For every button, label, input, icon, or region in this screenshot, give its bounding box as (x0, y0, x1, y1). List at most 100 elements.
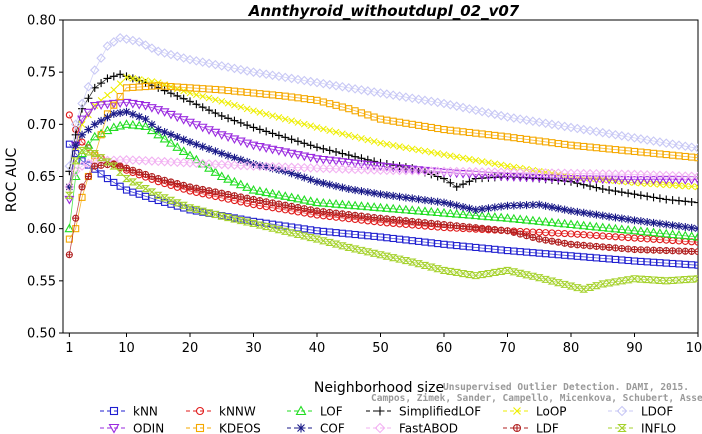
data-point-loop (313, 124, 321, 131)
legend-marker (375, 406, 385, 416)
data-point-cof (440, 198, 448, 207)
data-point-fastabod (255, 161, 265, 172)
data-point-ldf (535, 235, 543, 243)
data-point-cof (262, 162, 271, 171)
data-point-ldf (592, 242, 600, 250)
data-point-fastabod (242, 160, 252, 171)
data-point-inflo (153, 191, 163, 199)
data-point-ldf (281, 201, 289, 209)
legend-item-inflo: INFLO (608, 422, 676, 434)
data-point-ldof (483, 108, 494, 118)
credit-line-2: Campos, Zimek, Sander, Campello, Micenko… (371, 393, 702, 404)
data-point-cof (655, 219, 664, 228)
data-point-simplifiedlof (211, 109, 220, 118)
data-point-kdeos (110, 101, 118, 109)
data-point-ldof (204, 58, 214, 69)
data-point-loop (364, 136, 372, 144)
data-point-cof (319, 179, 328, 188)
data-point-ldof (318, 78, 329, 89)
data-point-cof (376, 190, 385, 199)
data-point-odin (362, 161, 373, 170)
data-point-ldf (637, 246, 645, 254)
data-point-cof (141, 115, 150, 124)
data-point-inflo (198, 207, 208, 215)
data-point-inflo (680, 276, 690, 284)
data-point-inflo (484, 269, 493, 278)
data-point-loop (453, 153, 461, 161)
data-point-fastabod (566, 168, 576, 179)
data-point-inflo (84, 148, 93, 156)
data-point-fastabod (451, 166, 462, 177)
data-point-lof (458, 209, 468, 219)
data-point-lof (318, 197, 329, 207)
data-point-ldf (561, 239, 569, 247)
series-lof (64, 119, 698, 241)
data-point-odin (134, 100, 145, 110)
data-point-ldof (528, 116, 538, 126)
credit-line-1: Unsupervised Outlier Detection. DAMI, 20… (443, 382, 689, 393)
data-point-odin (585, 175, 595, 185)
legend-marker (374, 422, 386, 434)
data-point-inflo (249, 219, 258, 227)
data-point-fastabod (153, 156, 164, 167)
data-point-lof (210, 167, 221, 176)
data-point-lof (470, 210, 481, 220)
data-point-lof (680, 230, 691, 240)
chart-title: Annthyroid_withoutdupl_02_v07 (248, 2, 520, 20)
legend-item-knn: kNN (100, 405, 158, 419)
data-point-ldf (154, 175, 162, 183)
data-point-inflo (579, 285, 589, 293)
data-point-fastabod (191, 158, 202, 169)
data-point-cof (198, 142, 207, 151)
data-point-ldf (364, 213, 372, 221)
series-fastabod (64, 155, 698, 192)
data-point-odin (635, 176, 646, 185)
data-point-ldf (662, 247, 670, 255)
data-point-cof (643, 217, 652, 226)
legend-marker (109, 406, 119, 416)
data-point-ldf (688, 247, 696, 255)
data-point-loop (415, 146, 422, 154)
data-point-ldf (675, 247, 683, 255)
data-point-simplifiedlof (230, 116, 239, 125)
data-point-ldof (248, 67, 259, 77)
data-point-cof (154, 125, 163, 134)
data-point-knnw (694, 238, 698, 246)
data-point-cof (382, 191, 391, 200)
legend-item-fastabod: FastABOD (366, 422, 458, 434)
data-point-lof (388, 203, 399, 213)
data-point-ldof (153, 46, 164, 57)
data-point-inflo (541, 275, 550, 283)
data-point-ldf (516, 230, 524, 238)
data-point-lof (280, 191, 291, 200)
data-point-ldof (597, 127, 608, 138)
data-point-ldf (389, 215, 397, 224)
data-point-cof (84, 125, 93, 134)
data-point-loop (281, 115, 289, 123)
data-point-simplifiedlof (668, 196, 677, 205)
data-point-ldof (267, 70, 278, 81)
data-point-inflo (268, 224, 277, 232)
data-point-inflo (566, 282, 576, 290)
data-point-ldof (534, 117, 545, 128)
data-point-cof (414, 195, 423, 204)
data-point-ldof (83, 81, 94, 92)
data-point-fastabod (483, 167, 494, 177)
data-point-lof (324, 198, 335, 208)
data-point-odin (305, 153, 316, 163)
data-point-simplifiedlof (363, 155, 372, 164)
data-point-odin (534, 173, 545, 183)
data-point-odin (248, 141, 259, 151)
data-point-fastabod (229, 160, 240, 170)
data-point-fastabod (432, 166, 443, 176)
data-point-ldf (288, 202, 296, 210)
data-point-odin (153, 106, 164, 115)
data-point-lof (362, 201, 373, 211)
data-point-cof (338, 183, 347, 192)
data-point-fastabod (382, 165, 392, 176)
data-point-cof (687, 223, 696, 232)
data-point-inflo (471, 272, 481, 280)
data-point-cof (249, 159, 258, 168)
data-point-ldof (128, 35, 138, 46)
data-point-cof (668, 221, 677, 230)
